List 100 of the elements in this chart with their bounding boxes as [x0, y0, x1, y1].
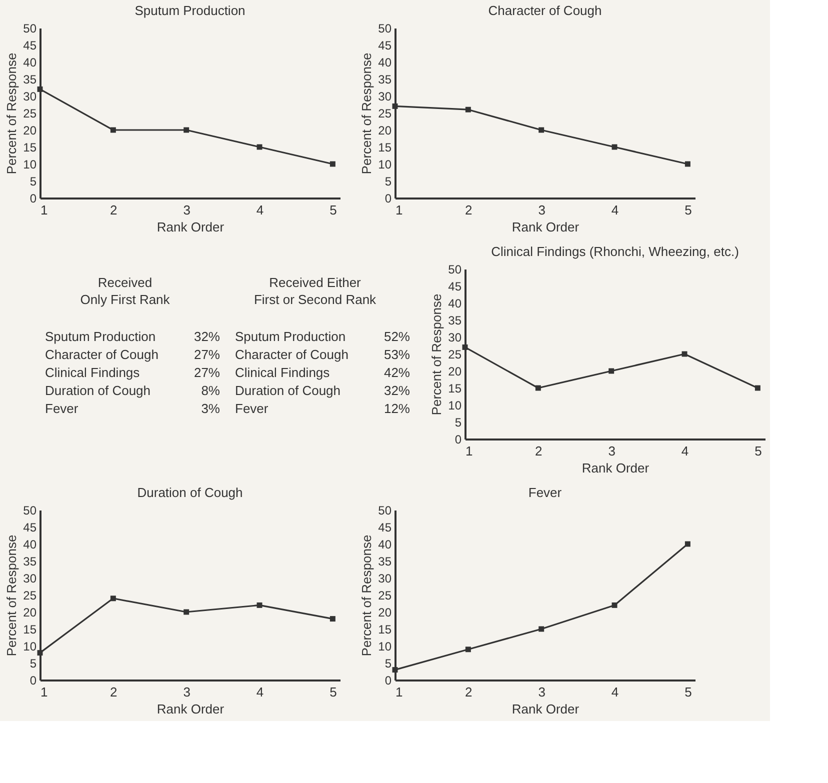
x-tick-label: 1: [40, 202, 48, 218]
y-tick-label: 20: [378, 124, 392, 138]
point: [256, 144, 262, 150]
point: [184, 609, 190, 615]
y-tick-label: 15: [23, 622, 37, 636]
y-axis-title: Percent of Response: [359, 52, 374, 174]
y-tick-label: 20: [23, 124, 37, 138]
chart-title: Fever: [528, 485, 562, 500]
y-tick-label: 40: [378, 56, 392, 70]
chart-title: Clinical Findings (Rhonchi, Wheezing, etc.): [491, 244, 739, 259]
x-tick-label: 1: [396, 684, 403, 700]
y-tick-label: 35: [23, 554, 37, 568]
category-label: Sputum Production: [45, 329, 156, 344]
y-tick-label: 35: [448, 314, 462, 328]
x-axis-title: Rank Order: [512, 702, 580, 716]
y-tick-label: 35: [378, 72, 392, 86]
x-tick-label: 4: [256, 202, 264, 218]
point: [612, 144, 618, 150]
y-tick-label: 10: [448, 398, 462, 412]
x-tick-label: 4: [256, 684, 264, 700]
y-tick-label: 35: [378, 554, 392, 568]
y-tick-label: 45: [378, 520, 392, 534]
x-axis-title: Rank Order: [156, 702, 225, 716]
x-tick-label: 2: [110, 684, 118, 700]
y-axis-title: Percent of Response: [4, 534, 20, 656]
data-label: 32%: [384, 383, 410, 398]
y-tick-label: 30: [448, 330, 462, 344]
point: [37, 86, 43, 92]
x-tick-label: 3: [538, 684, 546, 700]
y-tick-label: 20: [23, 606, 37, 620]
y-tick-label: 40: [23, 56, 37, 70]
point: [110, 127, 116, 133]
data-label: 42%: [384, 365, 410, 380]
x-tick-label: 5: [684, 684, 692, 700]
y-tick-label: 25: [448, 348, 462, 362]
y-tick-label: 40: [448, 296, 462, 310]
point: [465, 106, 471, 112]
y-tick-label: 5: [454, 416, 462, 430]
y-tick-label: 0: [30, 674, 37, 688]
data-label: 27%: [194, 347, 220, 362]
y-tick-label: 15: [378, 140, 392, 154]
y-tick-label: 0: [454, 432, 462, 446]
point: [392, 103, 398, 109]
category-label: Sputum Production: [235, 329, 346, 344]
y-tick-label: 45: [23, 520, 37, 534]
point: [392, 667, 398, 673]
point: [684, 161, 690, 167]
x-tick-label: 1: [40, 684, 48, 700]
point: [256, 602, 262, 608]
category-label: Duration of Cough: [235, 383, 341, 398]
x-tick-label: 1: [466, 444, 473, 458]
chart-title: Sputum Production: [134, 3, 246, 18]
y-tick-label: 5: [384, 656, 392, 670]
y-tick-label: 50: [448, 262, 462, 276]
y-tick-label: 30: [378, 90, 392, 104]
data-label: 3%: [201, 401, 220, 416]
point: [184, 127, 190, 133]
x-tick-label: 3: [608, 444, 616, 458]
data-label: 53%: [384, 347, 410, 362]
point: [462, 344, 468, 350]
y-tick-label: 45: [378, 38, 392, 52]
y-tick-label: 0: [30, 192, 37, 206]
y-tick-label: 45: [23, 38, 37, 52]
x-tick-label: 4: [611, 202, 619, 218]
y-tick-label: 30: [23, 572, 37, 586]
point: [608, 368, 614, 374]
y-tick-label: 25: [23, 106, 37, 120]
x-axis-title: Rank Order: [512, 220, 580, 234]
category-label: Fever: [235, 401, 269, 416]
y-tick-label: 50: [378, 504, 392, 518]
x-tick-label: 4: [611, 684, 619, 700]
data-label: 8%: [201, 383, 220, 398]
y-tick-label: 20: [378, 606, 392, 620]
y-tick-label: 10: [378, 158, 392, 172]
chart-title: Character of Cough: [488, 3, 602, 18]
y-axis-title: Percent of Response: [4, 52, 20, 174]
y-tick-label: 5: [30, 174, 37, 188]
y-tick-label: 5: [30, 656, 37, 670]
y-tick-label: 35: [23, 72, 37, 86]
y-tick-label: 30: [23, 90, 37, 104]
y-tick-label: 25: [378, 588, 392, 602]
point: [538, 626, 544, 632]
x-tick-label: 5: [330, 202, 337, 218]
point: [682, 351, 688, 357]
x-tick-label: 5: [684, 202, 692, 218]
y-axis-title: Percent of Response: [429, 294, 444, 416]
x-tick-label: 5: [754, 444, 762, 458]
category-label: Clinical Findings: [45, 365, 140, 380]
chart-title: Duration of Cough: [137, 485, 243, 500]
category-label: Clinical Findings: [235, 365, 330, 380]
y-tick-label: 15: [448, 382, 462, 396]
y-tick-label: 50: [378, 22, 392, 36]
data-label: 27%: [194, 365, 220, 380]
y-tick-label: 25: [378, 106, 392, 120]
y-tick-label: 30: [378, 572, 392, 586]
category-label: Duration of Cough: [45, 383, 151, 398]
data-label: 12%: [384, 401, 410, 416]
y-tick-label: 15: [23, 140, 37, 154]
point: [538, 127, 544, 133]
x-axis-title: Rank Order: [582, 460, 650, 476]
